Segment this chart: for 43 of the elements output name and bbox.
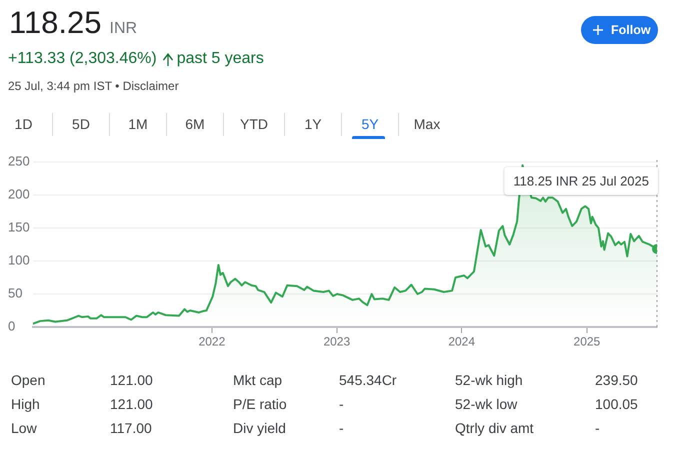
x-tick-label: 2024 bbox=[448, 334, 476, 349]
text: 1Y bbox=[304, 116, 322, 132]
text: 100.05 bbox=[595, 395, 638, 413]
text: 121.00 bbox=[110, 395, 153, 413]
y-tick-label: 100 bbox=[8, 252, 30, 268]
text: - bbox=[339, 419, 344, 437]
text: 52-wk low bbox=[455, 395, 518, 413]
text: 6M bbox=[185, 116, 205, 132]
text: 121.00 bbox=[110, 371, 153, 389]
x-tick-label: 2025 bbox=[574, 334, 601, 349]
text: 1D bbox=[14, 116, 32, 132]
text: Div yield bbox=[233, 419, 286, 437]
text: past 5 years bbox=[176, 49, 264, 69]
chart-title: 118.25 bbox=[9, 5, 102, 40]
text: Max bbox=[414, 116, 440, 132]
text: Mkt cap bbox=[233, 371, 282, 389]
y-tick-label: 150 bbox=[8, 220, 30, 235]
x-tick-label: 2023 bbox=[323, 334, 350, 349]
follow-button: Follow bbox=[581, 16, 658, 44]
text: INR bbox=[110, 20, 138, 37]
text: 5D bbox=[72, 116, 90, 132]
chart-subtitle: +113.33 (2,303.46%) bbox=[8, 49, 157, 69]
text: Qtrly div amt bbox=[455, 419, 534, 437]
text: Open bbox=[11, 371, 46, 389]
text: High bbox=[11, 395, 40, 413]
y-tick-label: 200 bbox=[8, 186, 30, 202]
text: 1M bbox=[128, 116, 148, 132]
y-tick-label: 50 bbox=[8, 286, 22, 301]
text: P/E ratio bbox=[233, 395, 287, 413]
text: 545.34Cr bbox=[339, 371, 397, 389]
text: YTD bbox=[240, 116, 268, 132]
text: 52-wk high bbox=[455, 371, 523, 389]
text: - bbox=[595, 419, 600, 437]
ref-line-label: 118.25 INR 25 Jul 2025 bbox=[513, 174, 650, 189]
y-tick-label: 250 bbox=[8, 154, 30, 169]
text: 25 Jul, 3:44 pm IST • Disclaimer bbox=[8, 78, 179, 94]
x-tick-label: 2022 bbox=[198, 334, 226, 349]
text: Low bbox=[11, 419, 37, 437]
y-tick-label: 0 bbox=[8, 318, 16, 334]
text: 5Y bbox=[361, 116, 379, 132]
text: 117.00 bbox=[110, 419, 152, 437]
text: - bbox=[339, 395, 344, 413]
text: 239.50 bbox=[595, 371, 638, 389]
